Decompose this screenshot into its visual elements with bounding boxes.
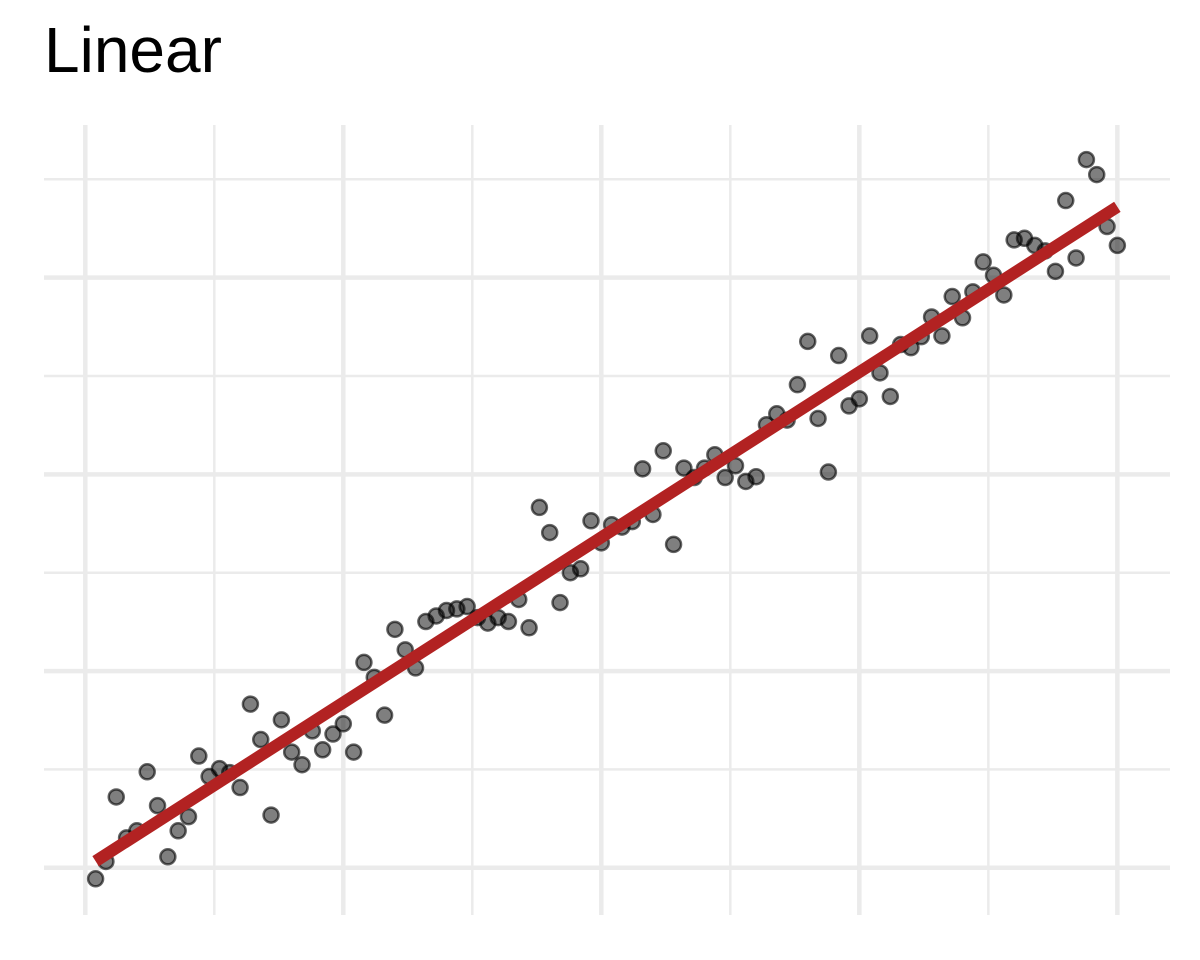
data-point [1077,150,1096,169]
data-point [1057,191,1075,210]
data-point [829,346,848,365]
data-point [551,593,569,612]
data-point [375,706,394,724]
fit-line [92,201,1121,867]
data-point [355,653,373,672]
points [86,150,1127,888]
data-point [1046,262,1065,281]
data-point [943,287,961,306]
data-point [251,730,270,749]
data-point [1087,165,1106,184]
data-point [313,741,332,759]
data-point [530,498,549,517]
data-point [809,409,827,428]
data-point [293,755,311,774]
data-point [499,612,518,631]
data-point [262,806,280,824]
data-point [179,807,198,826]
data-point [798,332,817,351]
data-point [582,512,600,530]
data-point [138,763,156,781]
data-point [1067,249,1085,267]
data-point [819,463,838,481]
fit-line-group [92,201,1121,867]
data-point [190,747,208,765]
data-point [881,387,900,406]
data-point [747,467,765,486]
data-point [272,711,291,729]
data-point [716,468,734,487]
data-point [850,390,869,408]
data-point [458,597,476,616]
data-point [282,743,301,761]
data-point [974,253,992,271]
data-point [860,327,879,345]
data-point [633,460,652,478]
data-point [159,848,177,866]
data-point [664,535,683,554]
data-point [324,725,342,743]
data-point [571,560,590,578]
data-point [344,743,363,761]
data-point [1108,236,1127,255]
data-point [788,375,807,394]
data-point [995,286,1013,304]
data-point [148,796,167,815]
data-point [334,715,353,733]
data-point [86,870,105,888]
chart-title: Linear [44,14,222,86]
data-point [169,822,187,840]
data-point [933,327,951,345]
data-point [654,442,672,460]
data-point [540,523,559,542]
data-point [520,619,538,637]
data-point [241,695,260,713]
data-point [386,620,404,639]
data-point [107,788,125,806]
data-point [231,778,249,797]
